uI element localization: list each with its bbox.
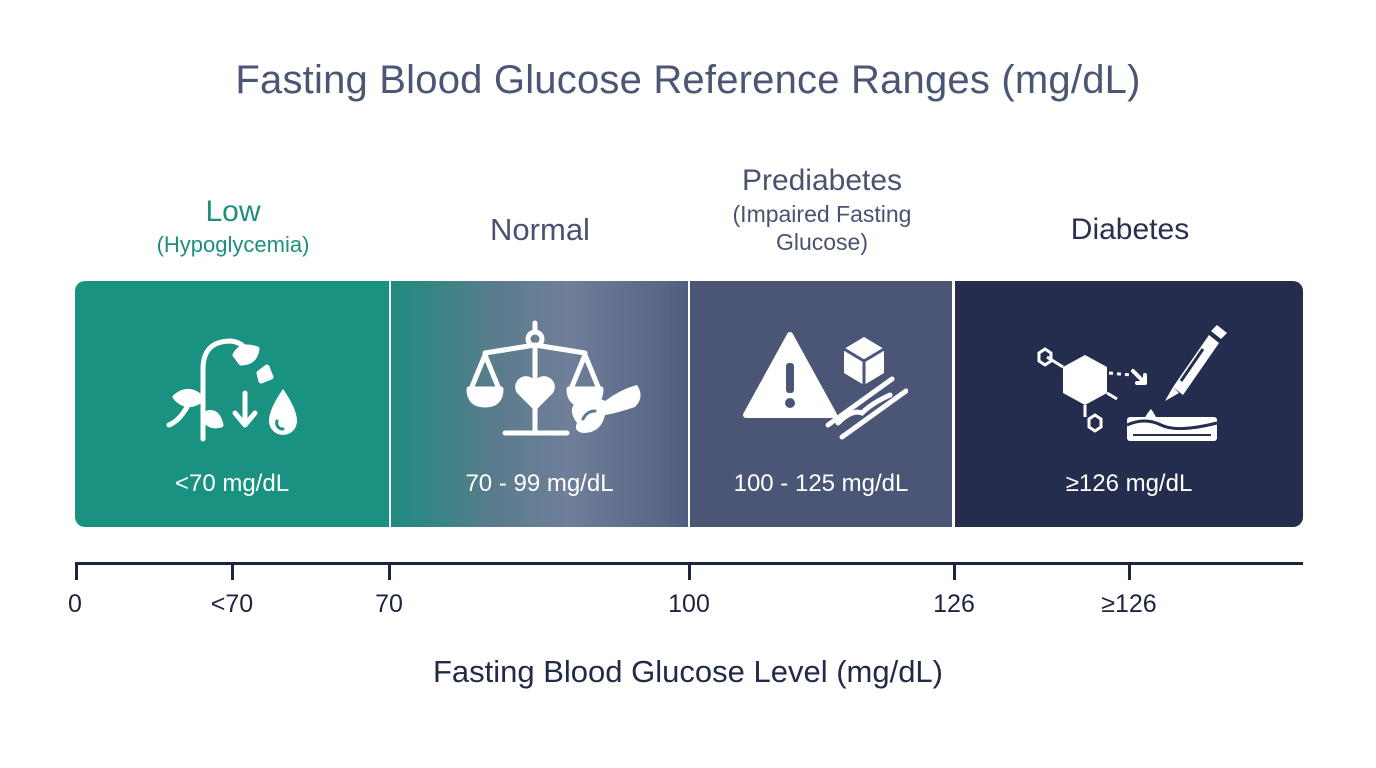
category-label-diabetes: Diabetes bbox=[1000, 211, 1260, 249]
category-detail-low: (Hypoglycemia) bbox=[156, 231, 310, 257]
range-value-diabetes: ≥126 mg/dL bbox=[1065, 470, 1193, 497]
category-label-normal: Normal bbox=[440, 211, 640, 250]
range-value-low: <70 mg/dL bbox=[174, 470, 290, 497]
range-value-prediabetes: 100 - 125 mg/dL bbox=[733, 470, 909, 497]
axis-title: Fasting Blood Glucose Level (mg/dL) bbox=[432, 654, 944, 689]
category-label-low: Low (Hypoglycemia) bbox=[118, 193, 348, 258]
category-label-prediabetes: Prediabetes (Impaired Fasting Glucose) bbox=[692, 162, 952, 257]
axis-tick-0 bbox=[75, 562, 78, 580]
category-detail-prediabetes-2: Glucose) bbox=[775, 229, 869, 256]
axis-tick-100 bbox=[688, 562, 691, 580]
category-name-prediabetes: Prediabetes bbox=[741, 164, 903, 197]
category-name-diabetes: Diabetes bbox=[1070, 213, 1190, 246]
warning-cube-vessel-icon bbox=[743, 332, 908, 440]
category-name-normal: Normal bbox=[490, 212, 590, 247]
axis-tick-70 bbox=[388, 562, 391, 580]
category-detail-prediabetes-1: (Impaired Fasting bbox=[732, 200, 912, 227]
wilting-plant-drop-icon bbox=[166, 338, 297, 442]
axis-tick-ge126 bbox=[1128, 562, 1131, 580]
axis-tick-label: 100 bbox=[668, 590, 710, 618]
axis-tick-label: 70 bbox=[375, 590, 403, 618]
range-band-normal: 70 - 99 mg/dL bbox=[391, 281, 688, 527]
molecule-insulin-pen-icon bbox=[1037, 325, 1227, 441]
range-band-low: <70 mg/dL bbox=[75, 281, 389, 527]
axis-tick-126 bbox=[953, 562, 956, 580]
axis-tick-label: 126 bbox=[933, 590, 975, 618]
axis-tick-label: 0 bbox=[68, 590, 82, 618]
axis-tick-label: <70 bbox=[210, 590, 254, 618]
category-name-low: Low bbox=[205, 195, 261, 228]
balance-heart-pancreas-icon bbox=[466, 320, 641, 436]
range-band-prediabetes: 100 - 125 mg/dL bbox=[690, 281, 952, 527]
range-value-normal: 70 - 99 mg/dL bbox=[465, 470, 614, 497]
chart-title: Fasting Blood Glucose Reference Ranges (… bbox=[235, 58, 1141, 102]
axis-tick-lt70 bbox=[231, 562, 234, 580]
axis-tick-label: ≥126 bbox=[1101, 590, 1157, 618]
range-band-diabetes: ≥126 mg/dL bbox=[955, 281, 1303, 527]
